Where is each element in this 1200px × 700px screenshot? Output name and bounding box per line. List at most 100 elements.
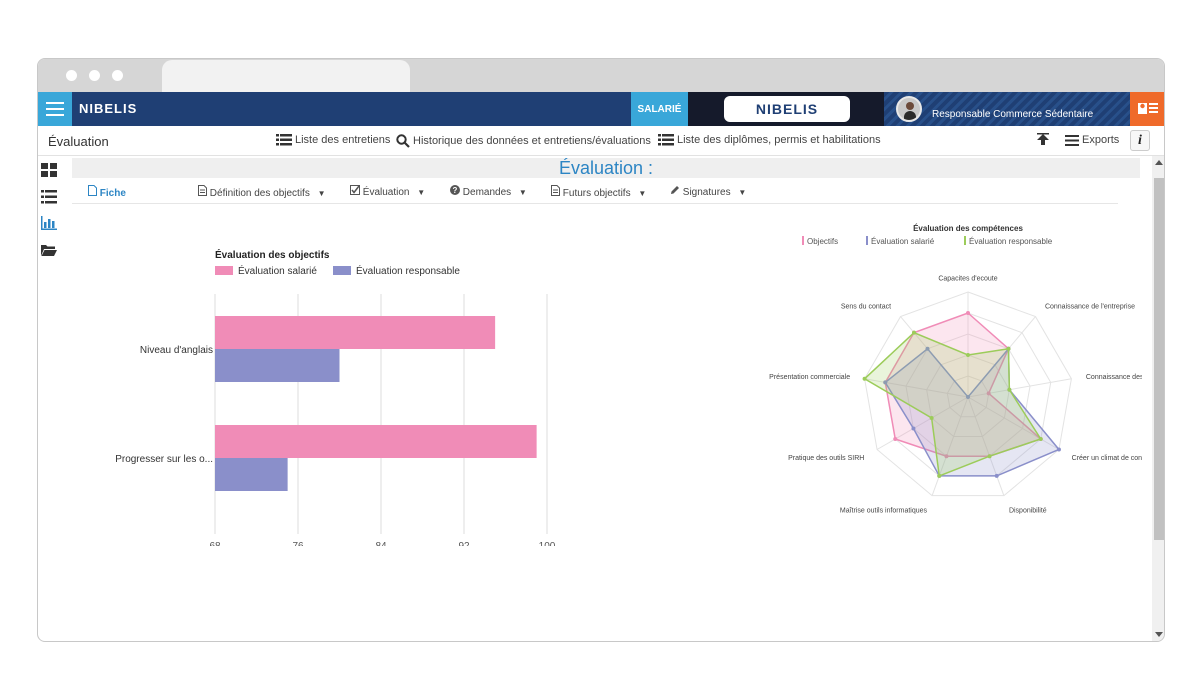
tab-label: Signatures [682,187,731,198]
info-button[interactable]: i [1130,130,1150,151]
role-badge[interactable]: SALARIÉ [631,92,688,126]
radar-spoke [967,396,1005,496]
window-dot [112,70,123,81]
list-view-icon[interactable] [41,190,57,204]
radar-point [883,380,888,385]
radar-spoke [931,396,969,496]
axis-label: Connaissance de l'entreprise [1045,303,1135,310]
pencil-icon [671,186,679,194]
x-tick-label: 68 [209,541,221,546]
bar-chart-icon[interactable] [41,216,57,230]
hamburger-menu-icon[interactable] [38,92,72,126]
profile-card-button[interactable] [1130,92,1164,126]
upload-icon [1037,133,1049,145]
radar-point [966,353,970,357]
radar-point [987,454,992,459]
chart-title: Évaluation des objectifs [215,248,330,261]
question-circle-icon: ? [450,185,460,195]
legend-label: Objectifs [807,237,838,246]
axis-label: Créer un climat de confiance [1072,455,1142,462]
app-window: NIBELIS SALARIÉ NIBELIS Responsable Comm… [37,58,1165,642]
brand-logo: NIBELIS [79,101,138,116]
avatar[interactable] [896,96,922,122]
bar [215,316,496,349]
vertical-scrollbar[interactable] [1152,156,1164,641]
radar-point [966,395,970,399]
browser-tab[interactable] [162,60,410,92]
tab-definition-objectifs[interactable]: Définition des objectifs ▼ [198,185,326,199]
bar [215,425,537,458]
legend-label: Évaluation responsable [969,237,1053,246]
axis-label: Sens du contact [841,303,891,310]
radar-point [929,416,934,420]
link-liste-diplomes[interactable]: Liste des diplômes, permis et habilitati… [658,134,881,146]
top-navbar: NIBELIS SALARIÉ NIBELIS Responsable Comm… [38,92,1164,126]
x-tick-label: 100 [539,541,556,546]
radar-point [966,311,970,315]
tab-label: Futurs objectifs [562,188,631,199]
radar-spoke [864,378,969,398]
radar-grid-ring [946,375,990,418]
checkbox-icon [350,185,360,195]
user-profile[interactable]: Responsable Commerce Sédentaire [884,92,1130,126]
dashboard-icon[interactable] [41,163,57,177]
x-tick-label: 84 [375,541,387,546]
bar [215,349,340,382]
scroll-down-icon[interactable] [1155,632,1163,637]
tab-label: Fiche [99,188,126,199]
tab-demandes[interactable]: ? Demandes ▼ [450,185,527,198]
user-role-label: Responsable Commerce Sédentaire [932,109,1094,120]
tab-signatures[interactable]: Signatures ▼ [670,185,746,198]
caret-down-icon: ▼ [417,188,426,197]
link-label: Liste des entretiens [295,134,391,146]
radar-point [1007,387,1012,392]
legend-label: Évaluation responsable [356,264,460,277]
radar-point [862,376,867,381]
exports-button[interactable]: Exports [1065,134,1119,146]
radar-point [994,473,999,478]
scroll-thumb[interactable] [1154,178,1164,540]
upload-button[interactable] [1036,133,1050,147]
link-label: Historique des données et entretiens/éva… [413,135,651,147]
radar-series-area [863,331,1042,477]
folder-open-icon[interactable] [41,243,57,257]
radar-spoke [967,378,1072,398]
radar-point [937,473,942,478]
tab-label: Demandes [462,187,512,198]
skills-radar-chart: Évaluation des compétences Objectifs Évalu… [769,224,1142,514]
caret-down-icon: ▼ [638,189,647,198]
legend-swatch [866,236,868,245]
list-icon [276,134,292,146]
link-historique[interactable]: Historique des données et entretiens/éva… [396,134,651,148]
chart-title: Évaluation des compétences [913,224,1023,233]
document-icon [198,185,207,196]
link-liste-entretiens[interactable]: Liste des entretiens [276,134,390,146]
svg-text:?: ? [453,186,458,195]
legend-swatch [802,236,804,245]
caret-down-icon: ▼ [317,189,326,198]
list-icon [658,134,674,146]
search-icon [396,134,410,148]
x-tick-label: 92 [458,541,470,546]
window-dot [66,70,77,81]
tab-futurs-objectifs[interactable]: Futurs objectifs ▼ [551,185,646,199]
radar-point [1056,447,1061,452]
tab-fiche[interactable]: Fiche [88,185,126,199]
scroll-up-icon[interactable] [1155,160,1163,165]
category-label: Niveau d'anglais [140,345,213,356]
legend-label: Évaluation salarié [871,237,935,246]
radar-point [925,346,930,351]
radar-point [912,330,917,335]
axis-label: Pratique des outils SIRH [788,455,864,462]
tab-label: Définition des objectifs [209,188,310,199]
tab-evaluation[interactable]: Évaluation ▼ [350,185,425,198]
menu-lines-icon [1065,134,1079,146]
radar-spoke [876,396,969,450]
browser-chrome [38,59,1164,92]
radar-point [944,454,949,459]
category-label: Progresser sur les o... [115,454,213,465]
section-tabs: Fiche Définition des objectifs ▼ Évaluat… [72,182,1118,204]
radar-point [986,391,991,396]
axis-label: Disponibilité [1009,507,1047,514]
page-title-bar: Évaluation : [72,158,1140,178]
